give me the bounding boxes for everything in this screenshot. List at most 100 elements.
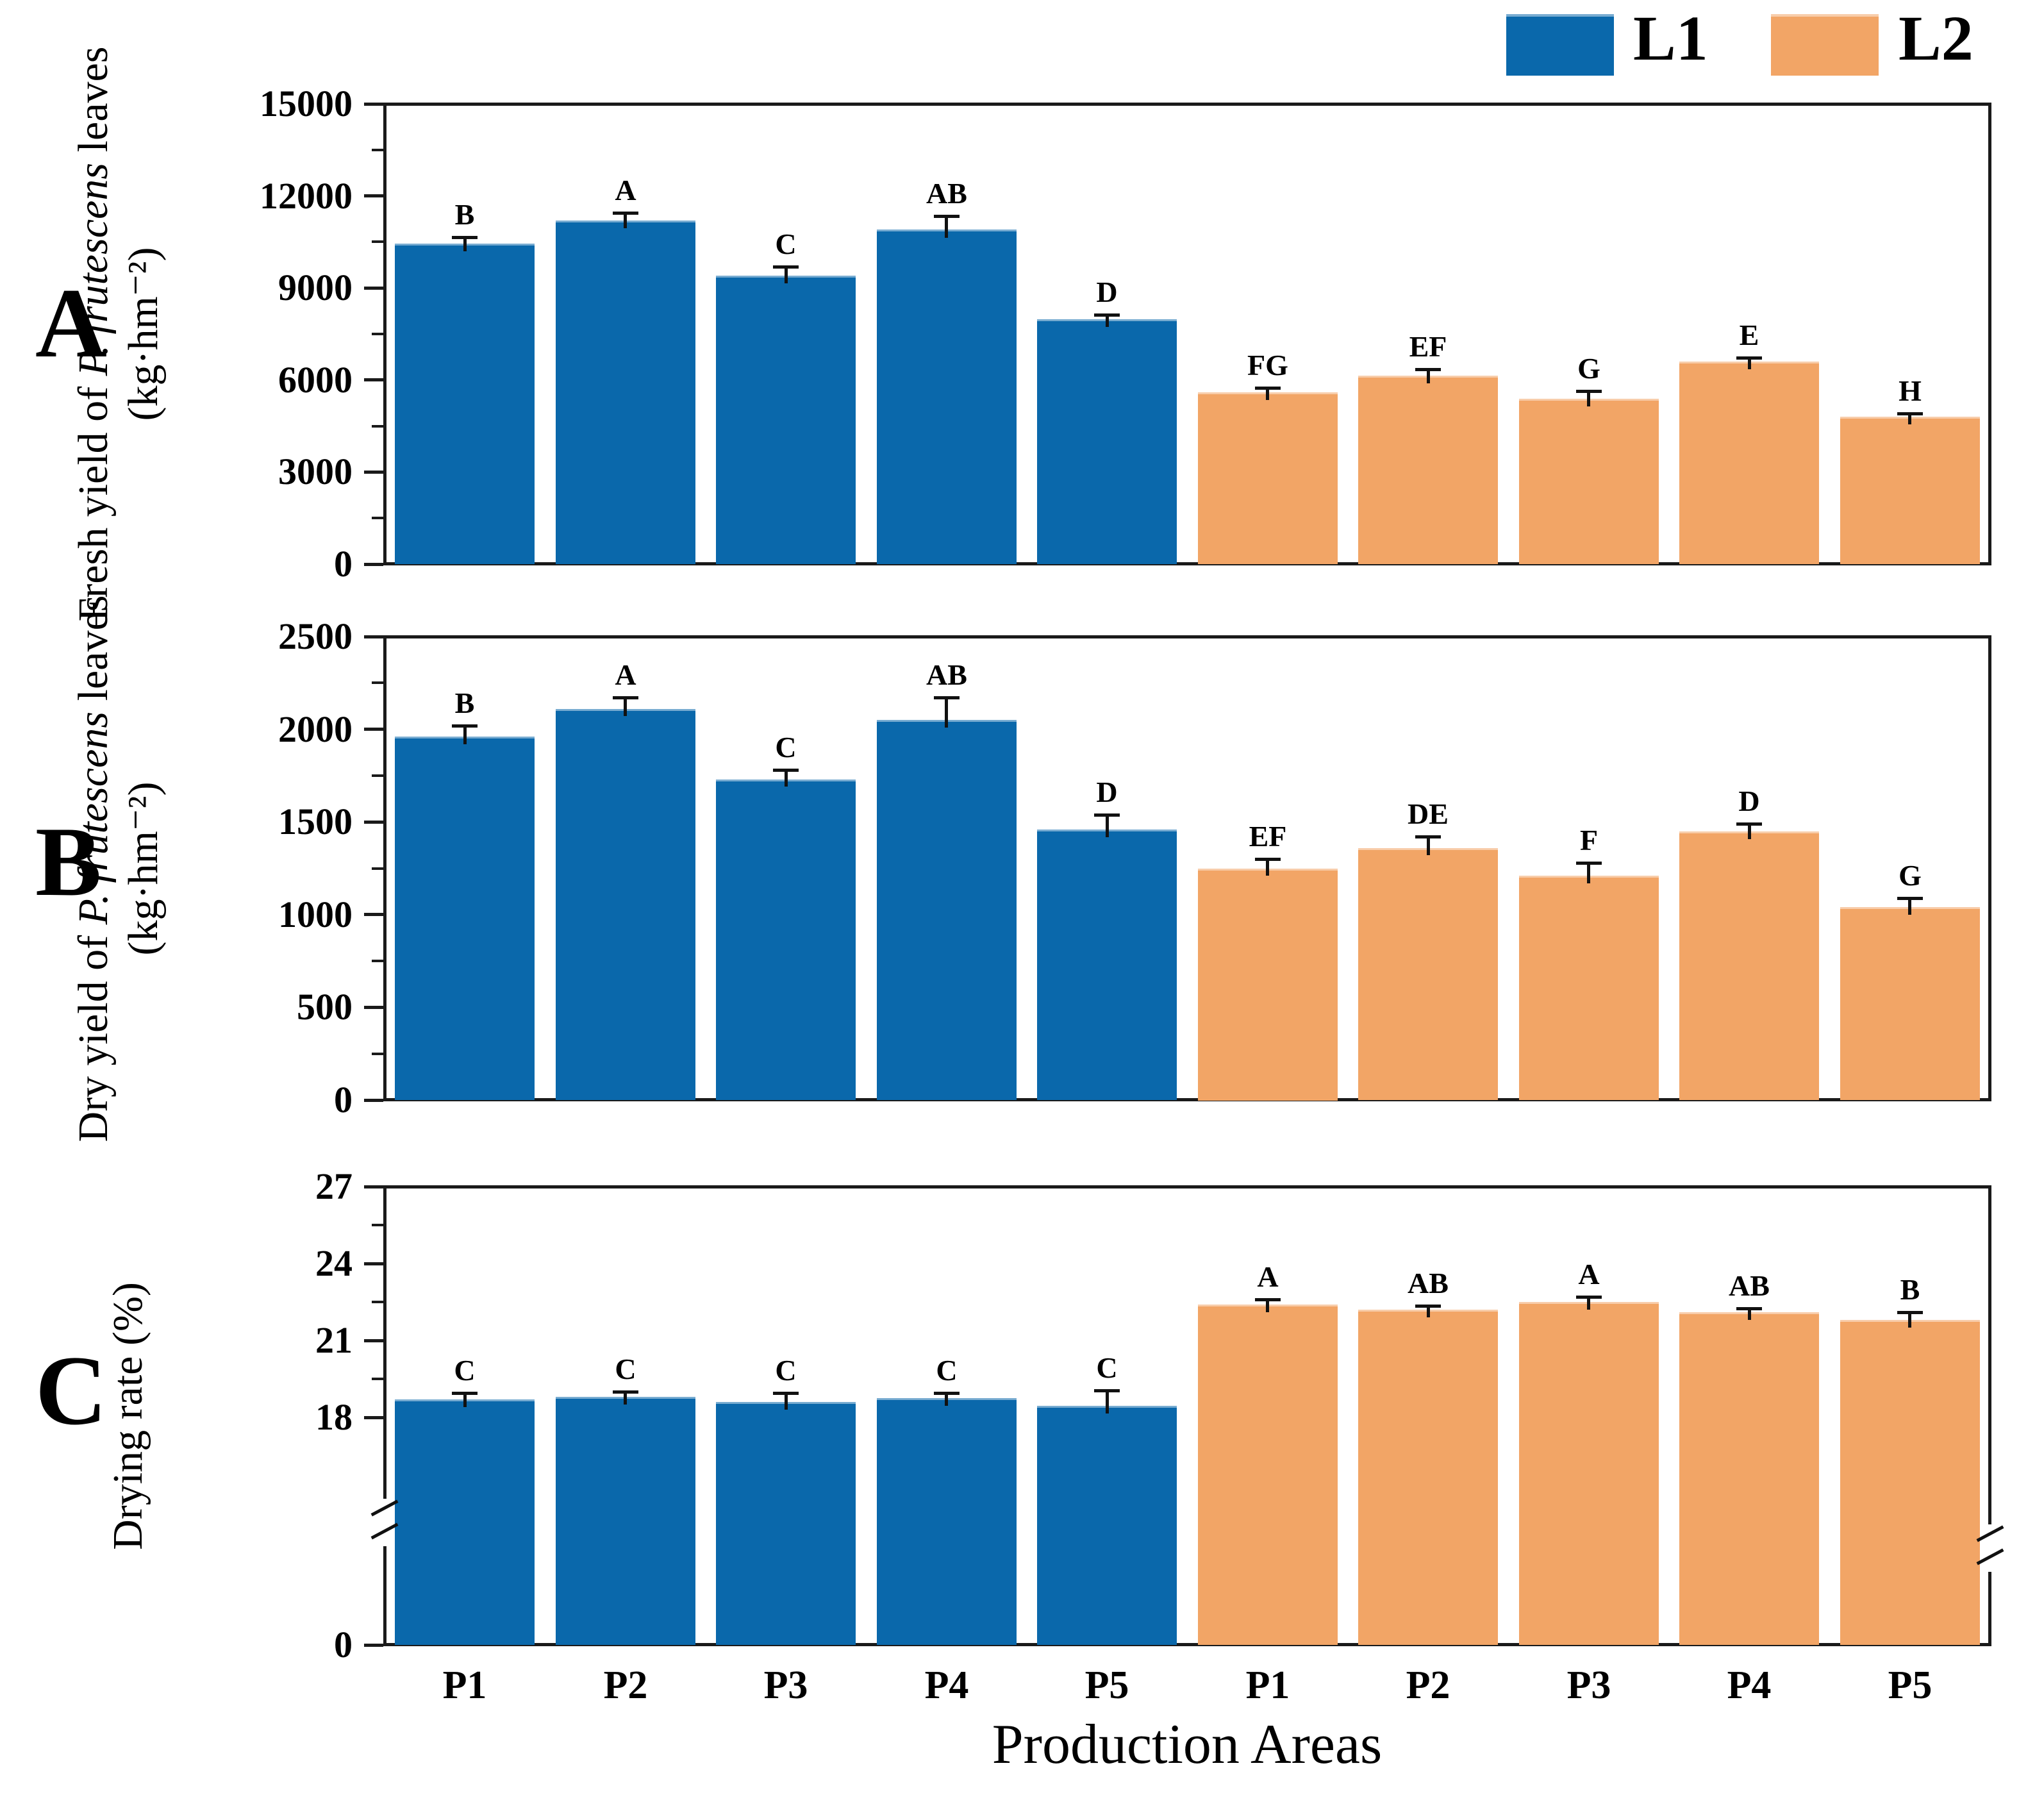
bar-c-l1-p2: [556, 1397, 695, 1645]
error-bar-line: [785, 267, 788, 283]
y-tick-label: 21: [315, 1319, 353, 1361]
y-minor-tick: [372, 681, 383, 684]
x-tick-label-l2-p2: P2: [1406, 1664, 1450, 1707]
panel-letter-C: C: [35, 1335, 107, 1446]
sig-letter: C: [775, 731, 797, 763]
y-axis-label-A: Fresh yield of P. frutescens leaves (kg·h…: [69, 47, 169, 622]
sig-letter: AB: [1729, 1269, 1770, 1302]
bar-b-l2-p5: [1840, 907, 1980, 1100]
bar-a-l2-p4: [1679, 362, 1819, 564]
error-bar-cap: [613, 696, 638, 699]
legend: L1 L2: [0, 0, 2044, 83]
bar-a-l1-p1: [395, 244, 535, 564]
bar-a-l2-p3: [1519, 399, 1659, 564]
sig-letter: G: [1577, 352, 1600, 385]
y-tick: [364, 194, 383, 197]
error-bar-line: [1908, 1312, 1911, 1328]
bar-c-l1-p5: [1037, 1406, 1177, 1645]
sig-letter: AB: [1408, 1267, 1449, 1299]
error-bar-cap: [1736, 822, 1762, 826]
y-minor-tick: [372, 774, 383, 777]
y-minor-tick: [372, 1301, 383, 1303]
error-bar-line: [1427, 837, 1430, 855]
bar-a-l1-p3: [716, 276, 856, 564]
sig-letter: H: [1899, 374, 1922, 407]
error-bar-cap: [452, 724, 478, 728]
y-tick: [364, 1416, 383, 1419]
error-bar-cap: [1576, 390, 1602, 393]
error-bar-line: [1106, 1390, 1109, 1414]
error-bar-line: [1266, 859, 1269, 876]
error-bar-cap: [452, 1392, 478, 1395]
error-bar-cap: [1094, 813, 1120, 817]
error-bar-cap: [1736, 356, 1762, 360]
y-tick: [364, 1006, 383, 1009]
y-tick: [364, 471, 383, 474]
error-bar-cap: [773, 265, 799, 269]
x-tick-label-l2-p5: P5: [1888, 1664, 1932, 1707]
error-bar-line: [463, 1393, 467, 1407]
error-bar-cap: [934, 696, 960, 699]
bar-a-l1-p5: [1037, 319, 1177, 564]
y-tick-label: 500: [297, 986, 353, 1028]
y-axis-label-text: Fresh yield of: [70, 376, 117, 622]
y-minor-tick: [372, 867, 383, 870]
x-tick-label-l1-p1: P1: [442, 1664, 487, 1707]
y-tick-label: 0: [334, 543, 353, 585]
y-tick: [364, 913, 383, 916]
error-bar-cap: [1415, 368, 1441, 371]
error-bar-cap: [1736, 1307, 1762, 1310]
legend-swatch-l1: [1506, 14, 1614, 76]
y-axis-label-text: (kg·hm⁻²): [120, 781, 167, 956]
bar-a-l2-p2: [1358, 376, 1498, 564]
bar-c-l1-p4: [877, 1398, 1017, 1645]
error-bar-line: [624, 1392, 627, 1405]
y-tick-label: 27: [315, 1165, 353, 1207]
bar-a-l1-p4: [877, 229, 1017, 564]
error-bar-cap: [452, 236, 478, 239]
bar-b-l2-p3: [1519, 876, 1659, 1100]
y-tick: [364, 378, 383, 381]
bar-b-l1-p3: [716, 780, 856, 1100]
bar-c-l2-p3: [1519, 1302, 1659, 1645]
bar-c-l2-p4: [1679, 1312, 1819, 1645]
sig-letter: EF: [1249, 820, 1287, 853]
species-name: P. frutescens: [70, 162, 117, 376]
sig-letter: A: [1257, 1260, 1279, 1293]
error-bar-line: [945, 216, 948, 238]
sig-letter: FG: [1247, 349, 1288, 381]
x-tick-label-l1-p4: P4: [924, 1664, 969, 1707]
y-axis-label-line: (kg·hm⁻²): [119, 47, 169, 622]
y-axis-label-line: (kg·hm⁻²): [119, 596, 169, 1142]
y-minor-tick: [372, 1053, 383, 1055]
y-axis-label-text: (kg·hm⁻²): [120, 247, 167, 421]
error-bar-cap: [1897, 897, 1923, 900]
sig-letter: C: [775, 1354, 797, 1387]
error-bar-line: [1266, 388, 1269, 400]
bar-c-l2-p5: [1840, 1320, 1980, 1645]
x-tick-label-l1-p3: P3: [763, 1664, 808, 1707]
bar-c-l2-p2: [1358, 1310, 1498, 1645]
error-bar-line: [1587, 1297, 1590, 1310]
error-bar-cap: [1897, 412, 1923, 415]
bar-b-l1-p1: [395, 737, 535, 1100]
panel-letter-B: B: [35, 806, 102, 917]
error-bar-line: [624, 213, 627, 228]
y-minor-tick: [372, 1378, 383, 1380]
sig-letter: C: [615, 1353, 636, 1385]
y-tick-label: 1500: [278, 801, 353, 842]
error-bar-line: [463, 726, 467, 744]
sig-letter: DE: [1408, 797, 1449, 830]
error-bar-line: [1748, 1308, 1751, 1320]
bar-c-l1-p3: [716, 1402, 856, 1645]
y-tick: [364, 728, 383, 731]
y-minor-tick: [372, 1224, 383, 1226]
sig-letter: E: [1739, 319, 1759, 351]
error-bar-cap: [1415, 1305, 1441, 1308]
error-bar-cap: [1576, 862, 1602, 865]
error-bar-cap: [1576, 1296, 1602, 1299]
y-tick: [364, 1099, 383, 1102]
y-tick-label: 2000: [278, 708, 353, 750]
y-tick: [364, 1644, 383, 1647]
error-bar-line: [785, 770, 788, 787]
